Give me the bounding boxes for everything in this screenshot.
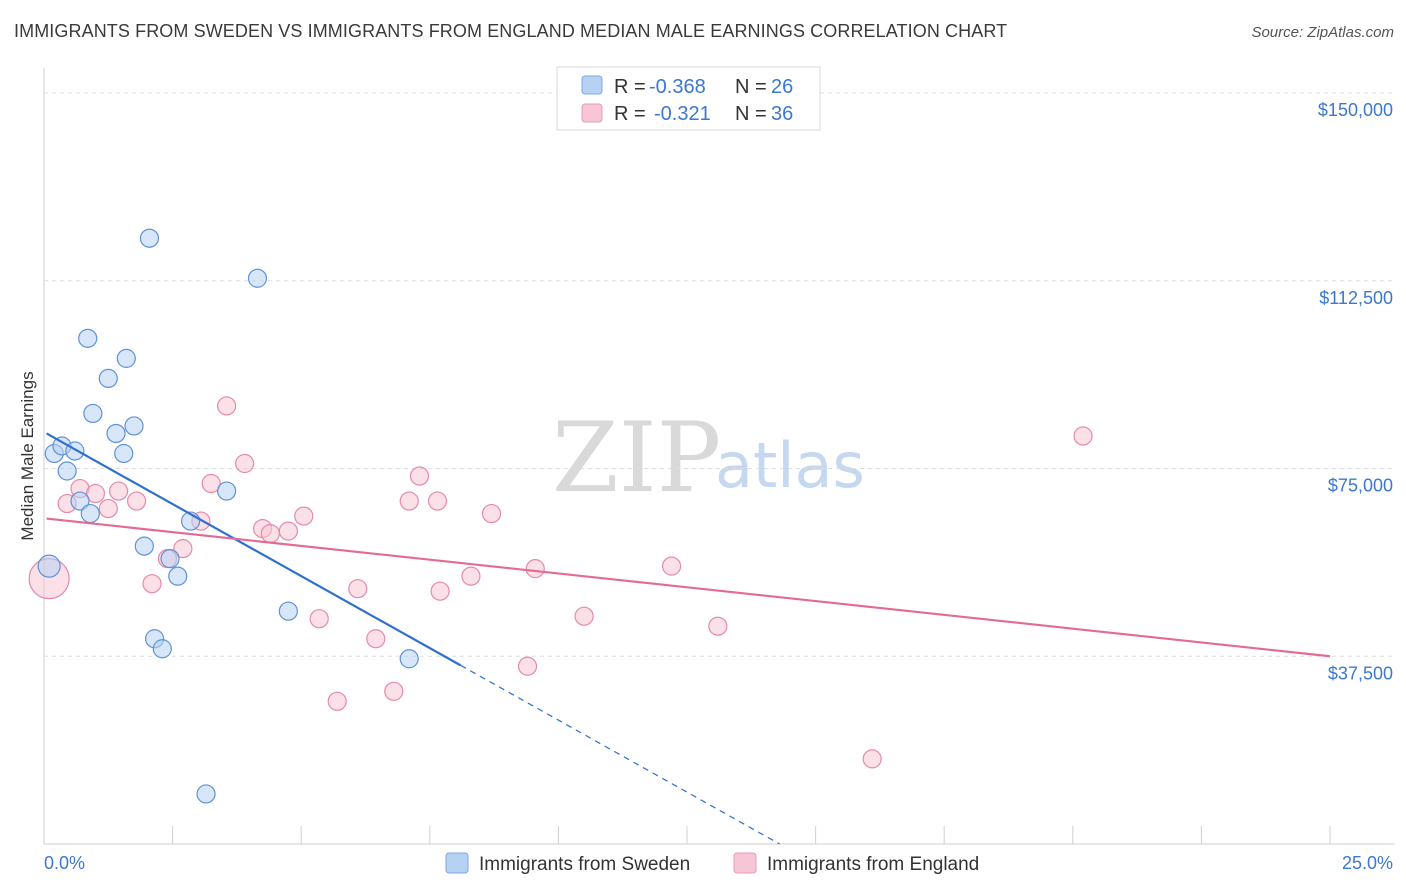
england-point-7 xyxy=(142,574,162,594)
sweden-point-13 xyxy=(124,416,144,436)
england-point-12 xyxy=(217,396,237,416)
england-point-16 xyxy=(278,521,298,541)
england-point-19 xyxy=(327,691,347,711)
legend-n-value-sweden: 26 xyxy=(771,76,793,98)
england-point-13 xyxy=(235,453,255,474)
source-label: Source: ZipAtlas.com xyxy=(1251,24,1394,41)
england-point-24 xyxy=(409,466,430,486)
sweden-point-23 xyxy=(247,268,268,288)
y-tick-label-2: $112,500 xyxy=(1319,288,1393,308)
legend-swatch-england xyxy=(581,103,603,123)
legend-n-label-sweden: N = xyxy=(735,76,767,98)
england-point-30 xyxy=(525,559,545,579)
legend-n-label-england: N = xyxy=(735,103,767,125)
sweden-trendline xyxy=(46,432,462,667)
sweden-point-17 xyxy=(152,639,172,659)
series-legend-swatch-sweden xyxy=(445,852,469,874)
series-legend-label-sweden: Immigrants from Sweden xyxy=(479,854,690,875)
sweden-point-0 xyxy=(37,554,61,578)
sweden-point-12 xyxy=(116,348,136,368)
sweden-point-25 xyxy=(399,649,419,669)
england-point-6 xyxy=(126,491,147,511)
gridlines xyxy=(44,92,1395,657)
y-axis-label: Median Male Earnings xyxy=(18,371,37,540)
watermark-atlas: atlas xyxy=(715,429,865,502)
england-point-23 xyxy=(399,491,419,511)
series-legend-label-england: Immigrants from England xyxy=(767,854,979,875)
england-point-9 xyxy=(173,539,193,559)
series-legend: Immigrants from Sweden Immigrants from E… xyxy=(445,852,979,875)
england-point-33 xyxy=(708,616,728,636)
sweden-point-7 xyxy=(80,503,100,524)
x-tick-label-right: 25.0% xyxy=(1342,853,1393,873)
england-point-35 xyxy=(1073,426,1093,446)
sweden-point-15 xyxy=(139,228,160,248)
sweden-points xyxy=(37,228,419,804)
sweden-point-14 xyxy=(134,536,154,556)
sweden-point-18 xyxy=(160,549,180,569)
legend-r-value-england: -0.321 xyxy=(654,103,711,125)
england-point-3 xyxy=(85,483,106,504)
series-legend-swatch-england xyxy=(733,852,757,874)
y-tick-labels: $37,500 $75,000 $112,500 $150,000 xyxy=(1318,100,1393,683)
sweden-point-6 xyxy=(78,328,98,348)
sweden-point-8 xyxy=(83,403,103,424)
legend-n-value-england: 36 xyxy=(771,103,793,125)
legend-r-value-sweden: -0.368 xyxy=(649,76,706,98)
england-point-11 xyxy=(201,473,221,494)
england-trendline xyxy=(46,517,1331,658)
sweden-point-11 xyxy=(114,443,134,464)
sweden-point-3 xyxy=(57,461,77,481)
england-point-20 xyxy=(348,579,368,599)
england-point-18 xyxy=(309,609,329,629)
y-tick-label-0: $37,500 xyxy=(1328,663,1393,683)
england-point-17 xyxy=(294,506,314,526)
england-point-32 xyxy=(661,556,682,576)
england-point-34 xyxy=(862,749,882,769)
sweden-trendline-extension xyxy=(460,664,780,845)
trendlines xyxy=(46,432,1331,845)
y-tick-label-1: $75,000 xyxy=(1328,476,1393,496)
watermark-zip: ZIP xyxy=(552,402,721,514)
correlation-legend: R = -0.368 N = 26 R = -0.321 N = 36 xyxy=(556,66,821,131)
sweden-point-9 xyxy=(98,368,118,388)
legend-r-label-sweden: R = xyxy=(614,76,646,98)
england-point-29 xyxy=(517,656,538,676)
england-point-31 xyxy=(574,606,594,626)
england-point-28 xyxy=(481,503,502,524)
legend-swatch-sweden xyxy=(581,75,603,95)
england-points xyxy=(28,396,1093,769)
england-point-25 xyxy=(427,491,448,511)
england-point-4 xyxy=(98,498,118,519)
x-tick-marks xyxy=(172,826,1331,844)
england-point-26 xyxy=(430,581,450,601)
sweden-point-21 xyxy=(196,784,216,804)
england-point-21 xyxy=(366,629,386,649)
y-tick-label-3: $150,000 xyxy=(1318,100,1393,120)
x-tick-label-left: 0.0% xyxy=(44,853,85,873)
england-point-22 xyxy=(384,681,404,701)
sweden-point-24 xyxy=(278,601,298,621)
england-point-27 xyxy=(461,566,481,586)
sweden-point-19 xyxy=(168,566,188,586)
sweden-point-5 xyxy=(70,491,90,511)
england-point-5 xyxy=(108,481,129,501)
sweden-point-10 xyxy=(106,423,126,444)
england-point-15 xyxy=(260,523,280,544)
chart-title: IMMIGRANTS FROM SWEDEN VS IMMIGRANTS FRO… xyxy=(14,21,1008,41)
sweden-point-22 xyxy=(217,481,237,501)
legend-r-label-england: R = xyxy=(614,103,646,125)
